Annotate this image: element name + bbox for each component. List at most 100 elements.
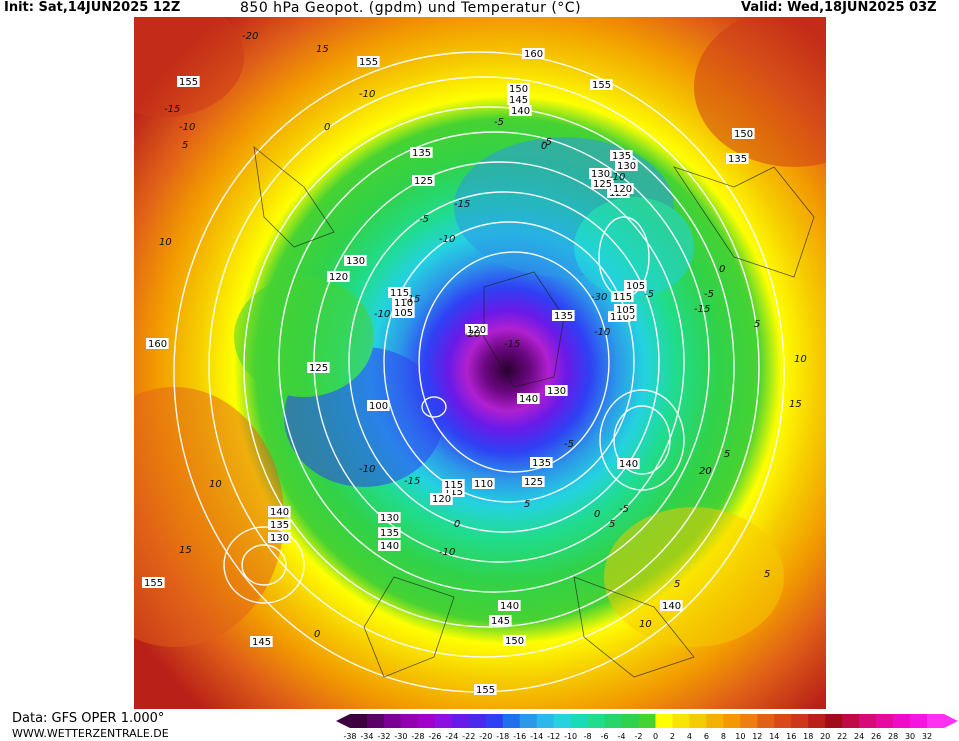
height-label: 150 bbox=[509, 84, 528, 95]
height-labels: 1551601551501451401501551351251301201151… bbox=[142, 48, 755, 696]
cold-pool-patches bbox=[234, 137, 694, 487]
height-label: 115 bbox=[444, 480, 463, 491]
temperature-label: 0 bbox=[324, 122, 330, 133]
legend-swatch bbox=[859, 714, 877, 728]
temperature-label: -5 bbox=[494, 117, 504, 128]
legend-tick: 10 bbox=[735, 732, 745, 741]
legend-tick: -24 bbox=[445, 732, 458, 741]
legend-swatch bbox=[434, 714, 453, 728]
height-label-box bbox=[522, 476, 545, 487]
legend-tick: -2 bbox=[635, 732, 643, 741]
legend-swatch bbox=[757, 714, 775, 728]
temperature-label: -15 bbox=[404, 294, 420, 305]
legend-swatch bbox=[604, 714, 623, 728]
temperature-label: -10 bbox=[374, 309, 390, 320]
height-label: 135 bbox=[554, 311, 573, 322]
height-label-box bbox=[146, 338, 169, 349]
temperature-label: 5 bbox=[182, 140, 188, 151]
height-label-box bbox=[611, 183, 634, 194]
temperature-label: -10 bbox=[439, 234, 455, 245]
color-legend bbox=[336, 714, 958, 728]
legend-swatch bbox=[570, 714, 589, 728]
legend-arrow-right bbox=[944, 714, 958, 728]
legend-tick: -8 bbox=[584, 732, 592, 741]
height-label-box bbox=[498, 600, 521, 611]
legend-tick: 16 bbox=[786, 732, 796, 741]
legend-tick: -6 bbox=[601, 732, 609, 741]
height-label: 160 bbox=[148, 339, 167, 350]
temperature-label: -5 bbox=[564, 439, 574, 450]
height-label-box bbox=[474, 684, 497, 695]
height-label: 125 bbox=[414, 176, 433, 187]
height-label-box bbox=[552, 310, 575, 321]
height-label-box bbox=[344, 255, 367, 266]
temperature-label: 5 bbox=[674, 579, 680, 590]
height-label-box bbox=[726, 153, 749, 164]
legend-tick: -22 bbox=[462, 732, 475, 741]
legend-swatch bbox=[927, 714, 945, 728]
height-label: 125 bbox=[524, 477, 543, 488]
height-label: 105 bbox=[626, 281, 645, 292]
temperature-label: 0 bbox=[541, 141, 547, 152]
legend-tick: -10 bbox=[564, 732, 577, 741]
height-label-box bbox=[177, 76, 200, 87]
legend-tick: -26 bbox=[428, 732, 441, 741]
height-label-box bbox=[268, 519, 291, 530]
height-label: 155 bbox=[359, 57, 378, 68]
height-label-box bbox=[378, 527, 401, 538]
height-label-box bbox=[378, 512, 401, 523]
init-time: Init: Sat,14JUN2025 12Z bbox=[4, 0, 181, 15]
height-label: 150 bbox=[734, 129, 753, 140]
height-label: 145 bbox=[491, 616, 510, 627]
legend-tick: 6 bbox=[704, 732, 709, 741]
height-label: 150 bbox=[505, 636, 524, 647]
height-label-box bbox=[268, 532, 291, 543]
height-label: 105 bbox=[394, 308, 413, 319]
legend-tick-labels: -38 -34 -32 -30 -28 -26 -24 -22 -20 -18 -16 -14 -12-… bbox=[343, 732, 932, 741]
legend-swatch bbox=[689, 714, 707, 728]
legend-swatch bbox=[621, 714, 640, 728]
height-label: 105 bbox=[616, 305, 635, 316]
height-label-box bbox=[367, 400, 390, 411]
legend-tick: -12 bbox=[547, 732, 560, 741]
height-label-box bbox=[530, 457, 553, 468]
legend-tick: -30 bbox=[394, 732, 407, 741]
legend-tick: 8 bbox=[721, 732, 726, 741]
height-label: 140 bbox=[270, 507, 289, 518]
height-label-box bbox=[430, 493, 453, 504]
legend-swatch bbox=[502, 714, 521, 728]
height-label: 135 bbox=[380, 528, 399, 539]
legend-swatch bbox=[417, 714, 436, 728]
legend-swatch bbox=[638, 714, 656, 728]
height-label-box bbox=[142, 577, 165, 588]
height-label-box bbox=[489, 615, 512, 626]
height-label: 125 bbox=[593, 179, 612, 190]
height-label-box bbox=[591, 178, 614, 189]
temperature-label: 10 bbox=[639, 619, 652, 630]
height-label-box bbox=[660, 600, 683, 611]
height-label: 140 bbox=[662, 601, 681, 612]
height-label: 130 bbox=[617, 161, 636, 172]
height-label-box bbox=[442, 479, 465, 490]
temperature-label: 10 bbox=[159, 237, 172, 248]
height-label: 140 bbox=[380, 541, 399, 552]
height-label: 155 bbox=[592, 80, 611, 91]
height-label-box bbox=[615, 160, 638, 171]
temperature-label: 15 bbox=[316, 44, 329, 55]
temperature-label: -20 bbox=[242, 31, 258, 42]
height-label: 140 bbox=[619, 459, 638, 470]
legend-tick: 26 bbox=[871, 732, 881, 741]
temperature-label: 10 bbox=[794, 354, 807, 365]
height-label-box bbox=[410, 147, 433, 158]
height-label: 130 bbox=[591, 169, 610, 180]
legend-swatch bbox=[893, 714, 911, 728]
temperature-label: -20 bbox=[464, 329, 480, 340]
legend-tick: 14 bbox=[769, 732, 779, 741]
height-label-box bbox=[617, 458, 640, 469]
height-label-box bbox=[522, 48, 545, 59]
legend-tick: 32 bbox=[922, 732, 932, 741]
legend-tick: 0 bbox=[653, 732, 658, 741]
height-label-box bbox=[250, 636, 273, 647]
height-label: 110 bbox=[474, 479, 493, 490]
